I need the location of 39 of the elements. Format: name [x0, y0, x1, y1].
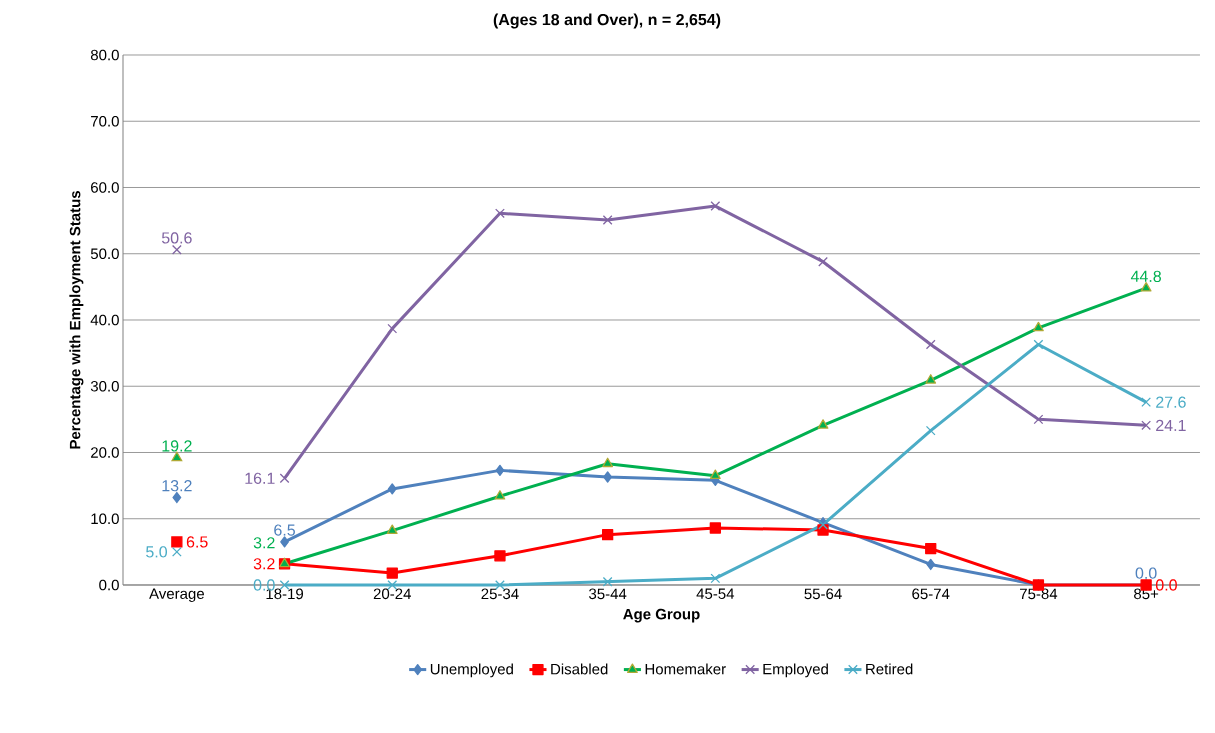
x-tick-label: 25-34 [481, 588, 519, 600]
y-tick-label: 30.0 [90, 380, 119, 392]
data-label: 16.1 [245, 472, 275, 484]
y-tick-label: 40.0 [90, 314, 119, 326]
y-tick-label: 60.0 [91, 182, 119, 193]
y-tick-label: 10.0 [91, 513, 119, 525]
y-tick-label: 50.0 [90, 248, 119, 260]
data-label: 6.5 [274, 524, 295, 536]
data-label: 24.1 [1156, 419, 1186, 431]
legend-label: Retired [866, 663, 913, 675]
data-label: 3.2 [253, 537, 275, 549]
x-tick-label: 20-24 [373, 588, 411, 600]
x-tick-label: 45-54 [696, 588, 735, 599]
data-label: 19.2 [162, 440, 192, 452]
y-tick-label: 20.0 [91, 447, 119, 458]
data-label: 3.2 [253, 558, 275, 570]
legend-label: Disabled [551, 663, 608, 675]
legend-label: Homemaker [645, 663, 726, 675]
data-label: 5.0 [146, 546, 168, 558]
data-label: 0.0 [1135, 567, 1157, 579]
x-axis-title: Age Group [623, 608, 700, 623]
data-label: 44.8 [1130, 270, 1161, 282]
x-tick-label: 75-84 [1020, 588, 1058, 600]
data-label: 27.6 [1156, 396, 1186, 408]
y-axis-title: Percentage with Employment Status [69, 191, 84, 449]
data-label: 50.6 [161, 232, 192, 244]
y-tick-label: 80.0 [90, 49, 119, 61]
x-tick-label: 65-74 [912, 588, 950, 600]
y-tick-label: 70.0 [91, 115, 119, 127]
legend-label: Unemployed [430, 663, 513, 678]
legend-label: Employed [763, 663, 828, 678]
data-label: 6.5 [186, 536, 208, 548]
x-tick-label: 35-44 [589, 588, 627, 600]
chart-title: (Ages 18 and Over), n = 2,654) [493, 13, 721, 29]
data-label: 13.2 [162, 480, 192, 492]
x-tick-label: Average [149, 588, 204, 602]
y-tick-label: 0.0 [99, 579, 119, 591]
x-tick-label: 55-64 [804, 588, 842, 600]
data-label: 0.0 [1155, 579, 1177, 591]
